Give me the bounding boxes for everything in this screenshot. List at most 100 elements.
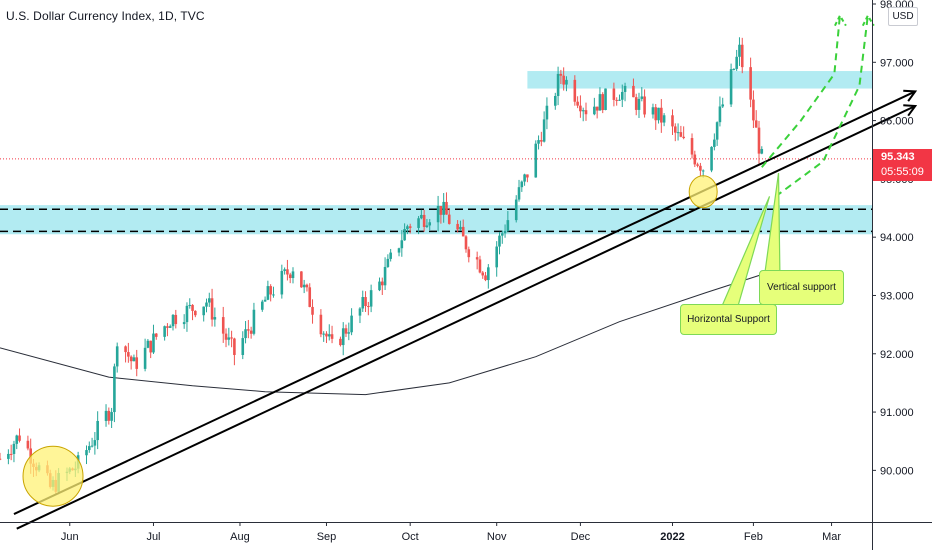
candle-body (7, 453, 10, 459)
candles-layer (0, 37, 764, 495)
y-tick-label: 96.000 (880, 116, 914, 128)
candle-body (729, 69, 733, 105)
candle-body (654, 107, 658, 121)
candle-body (620, 91, 624, 100)
y-tick-label: 93.000 (880, 290, 914, 302)
currency-button[interactable]: USD (888, 7, 918, 26)
candle-body (679, 132, 683, 137)
candle-body (260, 301, 264, 310)
candle-body (562, 75, 565, 85)
candle-body (408, 226, 412, 228)
candle-body (244, 329, 247, 339)
candle-body (132, 357, 136, 362)
candle-body (640, 96, 644, 99)
y-tick-label: 91.000 (880, 407, 914, 419)
candle-body (168, 326, 172, 328)
candle-body (643, 96, 646, 115)
candle-body (9, 453, 13, 455)
candle-body (559, 73, 563, 76)
candle-body (693, 154, 697, 165)
candle-body (517, 187, 521, 200)
trendline-arrowhead (903, 104, 918, 117)
candle-body (163, 326, 166, 337)
candle-body (478, 259, 482, 273)
candle-body (721, 104, 725, 107)
candle-body (364, 297, 367, 307)
candle-body (249, 330, 253, 334)
horizontal-support-callout[interactable]: Horizontal Support (680, 304, 777, 335)
last-price: 95.343 (881, 151, 915, 163)
candle-body (534, 143, 538, 178)
candle-body (595, 106, 599, 111)
trendline (16, 105, 916, 530)
candle-body (213, 317, 217, 320)
support-zones (0, 71, 872, 235)
candle-body (540, 140, 543, 142)
candle-body (459, 226, 462, 230)
candle-body (18, 435, 21, 441)
candle-body (520, 181, 524, 188)
candle-body (523, 174, 526, 182)
candle-body (113, 366, 116, 413)
candle-body (406, 226, 409, 230)
candle-body (288, 274, 292, 279)
candle-body (202, 306, 206, 316)
candle-body (149, 340, 152, 353)
candle-body (579, 105, 582, 112)
candle-body (495, 246, 498, 268)
x-tick-label: Sep (317, 531, 337, 543)
candle-body (526, 174, 529, 178)
y-tick-label: 94.000 (880, 232, 914, 244)
x-tick-label: Oct (402, 531, 419, 543)
candle-body (305, 284, 309, 288)
candle-body (330, 334, 334, 339)
candle-body (682, 136, 685, 139)
candle-body (205, 302, 208, 307)
highlight-circle (688, 175, 718, 209)
candle-body (740, 44, 744, 68)
y-tick-label: 92.000 (880, 349, 914, 361)
candle-body (361, 297, 365, 309)
candle-body (87, 446, 91, 451)
candle-body (738, 44, 741, 57)
overlays-layer (22, 13, 875, 507)
candle-body (341, 328, 345, 346)
y-tick-label: 90.000 (880, 465, 914, 477)
candle-body (107, 410, 111, 421)
candle-body (302, 284, 306, 288)
candle-body (188, 304, 192, 306)
x-tick-label: Jul (146, 531, 160, 543)
vertical-support-callout[interactable]: Vertical support (759, 270, 844, 305)
candle-body (467, 249, 471, 258)
candle-body (565, 79, 568, 85)
highlight-circle (22, 445, 84, 507)
candle-body (503, 230, 507, 234)
candle-body (671, 115, 674, 127)
candle-body (369, 290, 373, 307)
candle-body (676, 132, 680, 134)
candle-body (327, 334, 331, 337)
candle-body (143, 347, 147, 369)
candle-body (506, 220, 510, 231)
candle-body (673, 126, 677, 133)
candle-body (182, 322, 186, 325)
candle-body (166, 326, 169, 328)
candle-body (280, 270, 284, 295)
x-tick-label: Dec (571, 531, 591, 543)
candle-body (85, 450, 88, 456)
candle-body (500, 233, 504, 236)
candle-body (612, 88, 616, 100)
candle-body (283, 269, 286, 271)
candle-body (233, 338, 236, 355)
candle-body (713, 139, 716, 147)
candle-body (135, 357, 139, 369)
candle-body (417, 218, 420, 228)
candle-body (0, 458, 2, 460)
candle-body (660, 107, 663, 123)
candle-body (26, 440, 30, 449)
candle-body (227, 337, 231, 340)
candle-body (715, 122, 719, 140)
candle-body (319, 314, 323, 335)
candle-body (696, 164, 699, 166)
